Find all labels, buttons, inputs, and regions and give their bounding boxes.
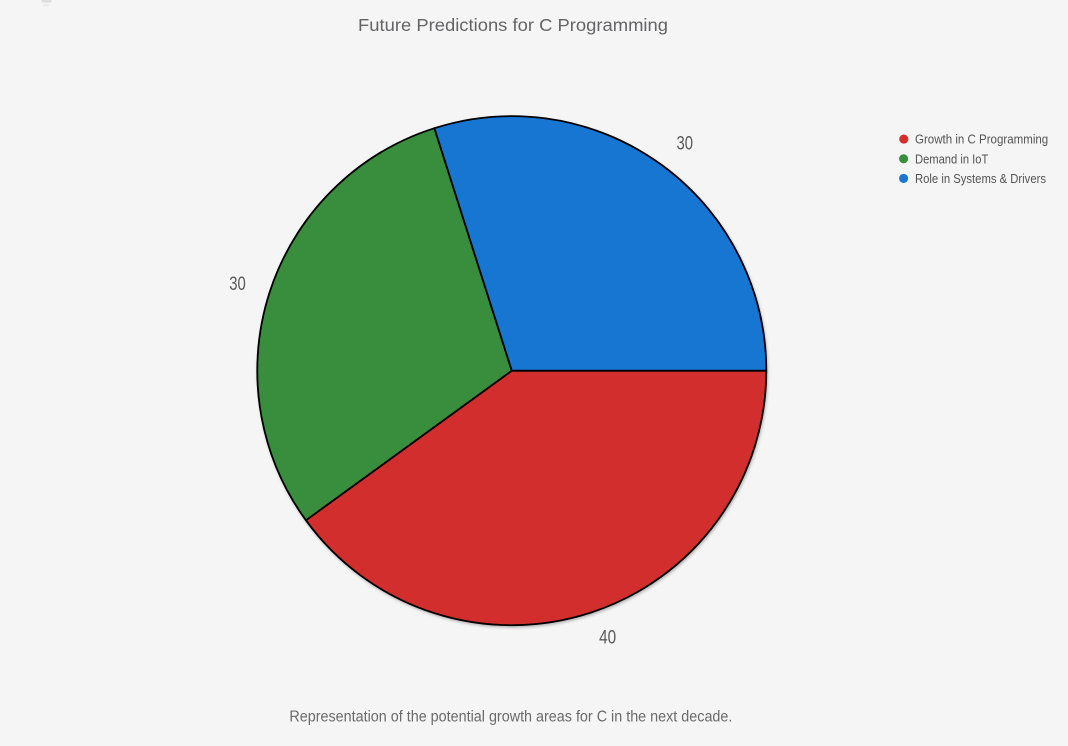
svg-text:Representation of the potentia: Representation of the potential growth a… [289,708,732,725]
svg-text:Role in Systems & Drivers: Role in Systems & Drivers [915,171,1046,186]
svg-text:30: 30 [677,134,694,155]
svg-text:Demand in IoT: Demand in IoT [915,151,988,166]
svg-text:30: 30 [229,274,246,295]
svg-text:40: 40 [599,627,616,648]
svg-text:Growth in C Programming: Growth in C Programming [915,132,1048,147]
svg-text:Future Predictions for C Progr: Future Predictions for C Programming [358,15,668,35]
